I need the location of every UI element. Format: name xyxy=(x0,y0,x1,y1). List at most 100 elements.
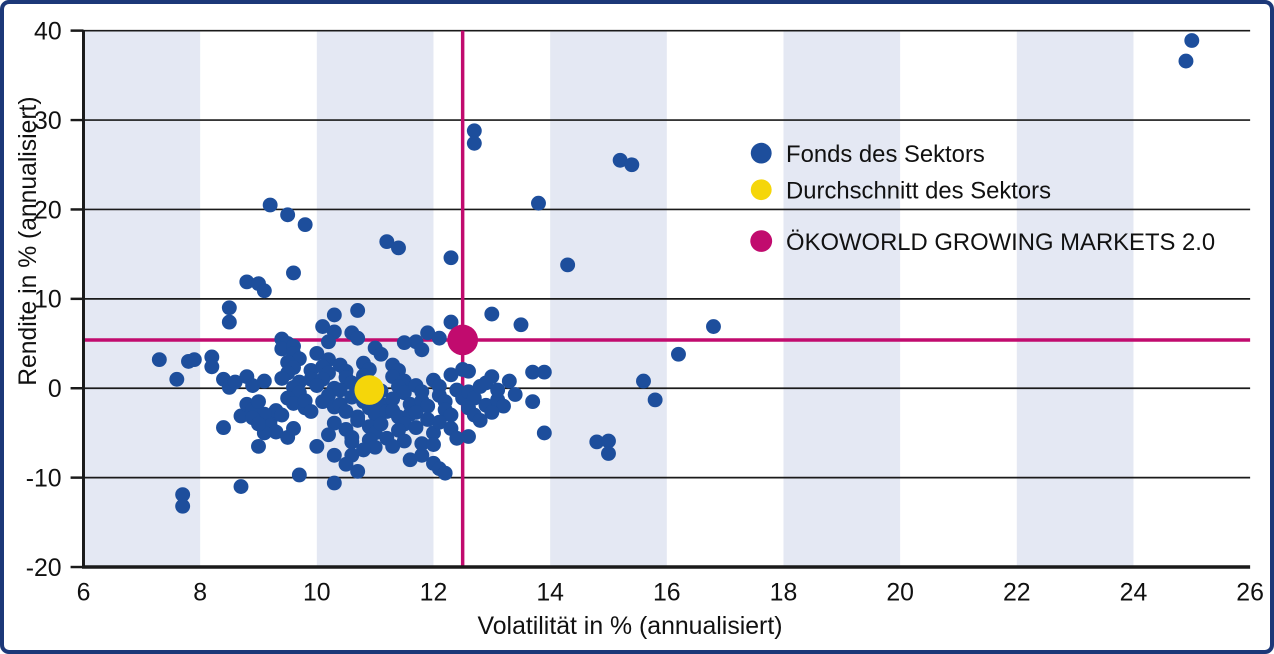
fund-point xyxy=(239,274,255,290)
fund-point xyxy=(297,217,313,233)
fund-point xyxy=(350,413,366,428)
fund-point xyxy=(525,394,541,410)
x-tick-label: 10 xyxy=(303,580,331,607)
okoworld-point xyxy=(447,324,479,356)
fund-point xyxy=(274,341,290,357)
legend-okoworld-icon xyxy=(750,230,773,252)
fund-point xyxy=(291,467,307,483)
fund-point xyxy=(286,396,301,411)
fund-point xyxy=(326,307,342,323)
y-tick-label: 20 xyxy=(34,197,62,224)
fund-point xyxy=(466,123,482,139)
fund-point xyxy=(391,240,406,256)
fund-point xyxy=(501,373,517,389)
fund-point xyxy=(402,452,418,468)
fund-point xyxy=(379,234,395,250)
legend-okoworld-label: ÖKOWORLD GROWING MARKETS 2.0 xyxy=(786,229,1215,256)
y-tick-label: -20 xyxy=(26,555,62,582)
legend-fonds-label: Fonds des Sektors xyxy=(786,141,985,168)
fund-point xyxy=(636,373,651,389)
fund-point xyxy=(496,398,511,414)
fund-point xyxy=(560,257,576,273)
fund-point xyxy=(233,479,249,494)
fund-point xyxy=(414,342,430,358)
fund-point xyxy=(268,424,284,440)
fund-point xyxy=(309,438,325,454)
fund-point xyxy=(414,447,430,463)
fund-point xyxy=(589,434,605,450)
fund-point xyxy=(706,319,721,334)
fund-point xyxy=(274,371,290,386)
fund-point xyxy=(431,414,447,430)
x-tick-label: 12 xyxy=(420,580,448,607)
fund-point xyxy=(326,475,342,491)
fund-point xyxy=(251,416,266,432)
legend-fonds-icon xyxy=(750,142,772,164)
fund-point xyxy=(531,195,546,211)
axes xyxy=(82,30,1251,569)
fund-point xyxy=(536,364,552,380)
tick-labels: -20 -10 0 10 20 30 40 6 8 10 12 14 16 18 20 22 24 26 xyxy=(26,19,1264,607)
x-tick-label: 18 xyxy=(770,580,798,607)
fund-point xyxy=(151,352,167,368)
fund-point xyxy=(472,413,488,428)
fund-point xyxy=(385,391,401,407)
fund-point xyxy=(490,382,506,398)
y-tick-label: 0 xyxy=(48,376,62,403)
fund-point xyxy=(431,330,447,346)
fund-point xyxy=(280,207,296,223)
fund-point xyxy=(443,407,459,423)
fund-point xyxy=(303,404,319,419)
fund-point xyxy=(420,398,436,414)
fund-point xyxy=(338,404,354,419)
legend: Fonds des Sektors Durchschnitt des Sekto… xyxy=(750,141,1215,256)
y-axis-title: Rendite in % (annualisiert) xyxy=(15,96,42,385)
fund-point xyxy=(309,345,325,361)
y-tick-label: -10 xyxy=(26,466,62,493)
fund-point xyxy=(449,430,465,446)
fund-point xyxy=(344,434,360,450)
fund-point xyxy=(186,352,202,368)
x-tick-label: 6 xyxy=(77,580,91,607)
x-axis-title: Volatilität in % (annualisiert) xyxy=(478,613,783,640)
fund-point xyxy=(233,408,249,424)
fund-point xyxy=(443,250,459,266)
fund-point xyxy=(396,335,412,351)
fund-point xyxy=(367,439,383,455)
fund-point xyxy=(466,135,482,151)
x-tick-label: 22 xyxy=(1003,580,1031,607)
fund-point xyxy=(513,317,529,333)
sector-average-point xyxy=(354,375,385,405)
fund-point xyxy=(536,425,552,441)
legend-durchschnitt-icon xyxy=(750,179,772,201)
fund-point xyxy=(647,392,663,408)
fund-point xyxy=(256,283,272,299)
fund-point xyxy=(321,334,336,350)
fund-point xyxy=(338,456,354,472)
fund-point xyxy=(309,378,325,393)
fund-point xyxy=(216,420,231,435)
fund-point xyxy=(461,429,476,444)
fund-point xyxy=(373,346,389,362)
scatter-chart-svg: -20 -10 0 10 20 30 40 6 8 10 12 14 16 18 20 22 24 26 Rend… xyxy=(15,19,1264,641)
fund-point xyxy=(286,265,301,281)
fund-point xyxy=(251,394,266,410)
fund-point xyxy=(315,319,331,334)
fund-point xyxy=(1178,53,1194,69)
fund-point xyxy=(624,157,640,173)
gridlines xyxy=(70,29,1251,569)
fund-point xyxy=(408,404,424,420)
fund-point xyxy=(601,433,616,449)
fund-point xyxy=(245,378,261,393)
fund-point xyxy=(326,447,342,463)
fund-point xyxy=(175,498,191,514)
fund-point xyxy=(420,325,436,341)
fund-point xyxy=(221,300,237,316)
x-tick-label: 20 xyxy=(886,580,914,607)
fund-point xyxy=(484,306,500,322)
fund-point xyxy=(227,374,243,390)
fund-point xyxy=(169,371,185,387)
fund-point xyxy=(525,364,541,380)
fund-point xyxy=(373,416,389,432)
fund-point xyxy=(356,442,371,458)
